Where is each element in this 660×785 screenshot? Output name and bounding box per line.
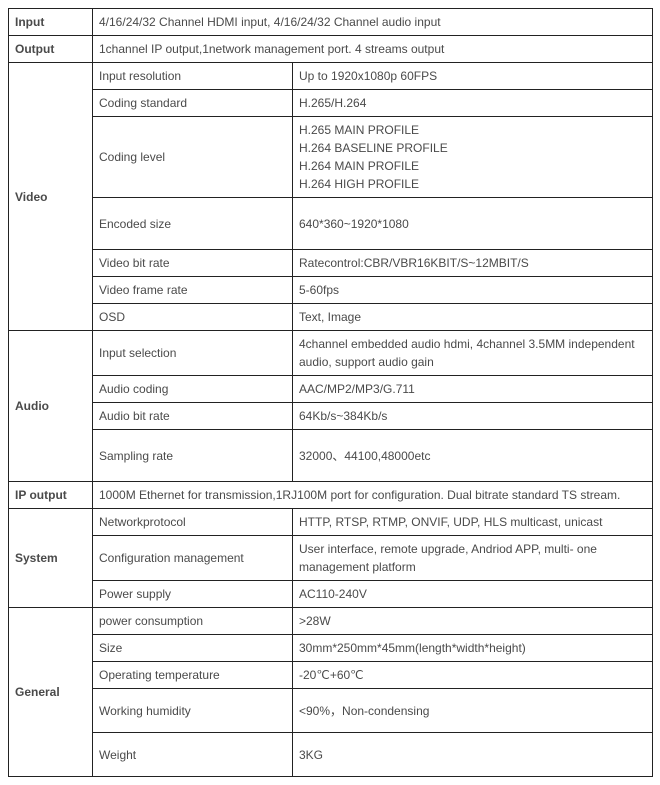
row-audio-2: Audio bit rate 64Kb/s~384Kb/s	[9, 403, 653, 430]
system-value-0: HTTP, RTSP, RTMP, ONVIF, UDP, HLS multic…	[293, 509, 653, 536]
row-video-5: Video frame rate 5-60fps	[9, 277, 653, 304]
general-param-1: Size	[93, 635, 293, 662]
audio-value-0: 4channel embedded audio hdmi, 4channel 3…	[293, 331, 653, 376]
row-general-4: Weight 3KG	[9, 733, 653, 777]
audio-param-3: Sampling rate	[93, 430, 293, 482]
audio-value-2: 64Kb/s~384Kb/s	[293, 403, 653, 430]
video-param-3: Encoded size	[93, 198, 293, 250]
section-system-label: System	[9, 509, 93, 608]
section-output-value: 1channel IP output,1network management p…	[93, 36, 653, 63]
row-audio-0: Audio Input selection 4channel embedded …	[9, 331, 653, 376]
video-value-5: 5-60fps	[293, 277, 653, 304]
system-param-1: Configuration management	[93, 536, 293, 581]
row-video-2: Coding level H.265 MAIN PROFILE H.264 BA…	[9, 117, 653, 198]
section-ipoutput-label: IP output	[9, 482, 93, 509]
spec-table: Input 4/16/24/32 Channel HDMI input, 4/1…	[8, 8, 653, 777]
video-param-0: Input resolution	[93, 63, 293, 90]
row-general-1: Size 30mm*250mm*45mm(length*width*height…	[9, 635, 653, 662]
row-audio-3: Sampling rate 32000、44100,48000etc	[9, 430, 653, 482]
section-input-value: 4/16/24/32 Channel HDMI input, 4/16/24/3…	[93, 9, 653, 36]
video-param-1: Coding standard	[93, 90, 293, 117]
row-audio-1: Audio coding AAC/MP2/MP3/G.711	[9, 376, 653, 403]
video-value-4: Ratecontrol:CBR/VBR16KBIT/S~12MBIT/S	[293, 250, 653, 277]
row-video-3: Encoded size 640*360~1920*1080	[9, 198, 653, 250]
section-general-label: General	[9, 608, 93, 777]
general-param-2: Operating temperature	[93, 662, 293, 689]
system-param-2: Power supply	[93, 581, 293, 608]
audio-param-2: Audio bit rate	[93, 403, 293, 430]
video-value-3: 640*360~1920*1080	[293, 198, 653, 250]
video-param-5: Video frame rate	[93, 277, 293, 304]
video-value-0: Up to 1920x1080p 60FPS	[293, 63, 653, 90]
general-param-0: power consumption	[93, 608, 293, 635]
section-video-label: Video	[9, 63, 93, 331]
video-value-2: H.265 MAIN PROFILE H.264 BASELINE PROFIL…	[293, 117, 653, 198]
system-param-0: Networkprotocol	[93, 509, 293, 536]
video-value-6: Text, Image	[293, 304, 653, 331]
general-value-0: >28W	[293, 608, 653, 635]
row-input: Input 4/16/24/32 Channel HDMI input, 4/1…	[9, 9, 653, 36]
row-system-2: Power supply AC110-240V	[9, 581, 653, 608]
video-param-4: Video bit rate	[93, 250, 293, 277]
section-output-label: Output	[9, 36, 93, 63]
section-ipoutput-value: 1000M Ethernet for transmission,1RJ100M …	[93, 482, 653, 509]
audio-value-1: AAC/MP2/MP3/G.711	[293, 376, 653, 403]
row-system-0: System Networkprotocol HTTP, RTSP, RTMP,…	[9, 509, 653, 536]
row-output: Output 1channel IP output,1network manag…	[9, 36, 653, 63]
row-general-2: Operating temperature -20℃+60℃	[9, 662, 653, 689]
row-system-1: Configuration management User interface,…	[9, 536, 653, 581]
system-value-2: AC110-240V	[293, 581, 653, 608]
video-value-1: H.265/H.264	[293, 90, 653, 117]
row-video-6: OSD Text, Image	[9, 304, 653, 331]
row-general-0: General power consumption >28W	[9, 608, 653, 635]
row-video-1: Coding standard H.265/H.264	[9, 90, 653, 117]
system-value-1: User interface, remote upgrade, Andriod …	[293, 536, 653, 581]
audio-param-0: Input selection	[93, 331, 293, 376]
audio-value-3: 32000、44100,48000etc	[293, 430, 653, 482]
general-value-2: -20℃+60℃	[293, 662, 653, 689]
section-audio-label: Audio	[9, 331, 93, 482]
row-general-3: Working humidity <90%，Non-condensing	[9, 689, 653, 733]
row-ipoutput: IP output 1000M Ethernet for transmissio…	[9, 482, 653, 509]
audio-param-1: Audio coding	[93, 376, 293, 403]
row-video-4: Video bit rate Ratecontrol:CBR/VBR16KBIT…	[9, 250, 653, 277]
general-value-1: 30mm*250mm*45mm(length*width*height)	[293, 635, 653, 662]
video-param-6: OSD	[93, 304, 293, 331]
video-param-2: Coding level	[93, 117, 293, 198]
row-video-0: Video Input resolution Up to 1920x1080p …	[9, 63, 653, 90]
general-value-4: 3KG	[293, 733, 653, 777]
section-input-label: Input	[9, 9, 93, 36]
general-param-4: Weight	[93, 733, 293, 777]
general-param-3: Working humidity	[93, 689, 293, 733]
general-value-3: <90%，Non-condensing	[293, 689, 653, 733]
